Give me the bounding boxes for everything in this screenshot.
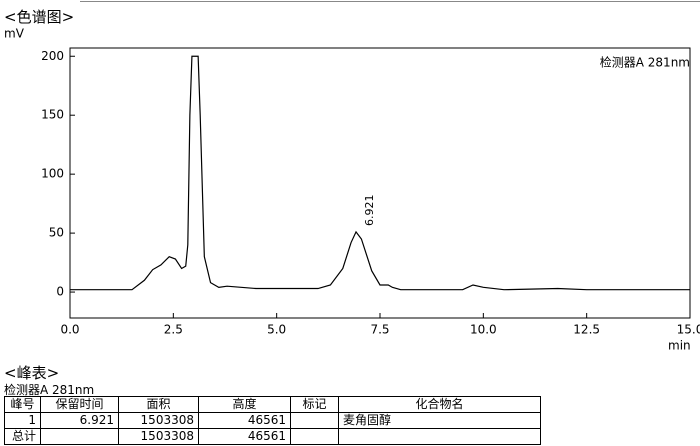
x-tick-label: 7.5 <box>370 323 389 337</box>
chart: mV min 检测器A 281nm 0 50 100 150 200 0.0 2.5 5.0 7… <box>4 1 700 353</box>
plot-frame <box>69 47 691 319</box>
x-tick-label: 15.0 <box>677 323 700 337</box>
header-cell: 峰号 <box>4 396 41 413</box>
y-axis-label: mV <box>4 27 25 41</box>
table-cell <box>338 428 541 445</box>
table-title: <峰表> <box>4 364 60 382</box>
table-cell: 1503308 <box>118 412 199 429</box>
table-cell <box>290 428 339 445</box>
table-cell: 1 <box>4 412 41 429</box>
table-cell <box>40 428 119 445</box>
header-cell: 标记 <box>290 396 339 413</box>
header-cell: 保留时间 <box>40 396 119 413</box>
y-tick-label: 150 <box>41 108 64 122</box>
table-subtitle: 检测器A 281nm <box>4 383 95 397</box>
header-cell: 化合物名 <box>338 396 541 413</box>
y-tick-label: 100 <box>41 167 64 181</box>
x-tick-label: 5.0 <box>267 323 286 337</box>
chart-heading: <色谱图> <box>4 8 75 26</box>
trace <box>70 55 690 291</box>
x-tick-label: 0.0 <box>60 323 79 337</box>
y-tick-label: 50 <box>49 226 64 240</box>
table-cell: 46561 <box>198 428 291 445</box>
peak-table: 峰号 保留时间 面积 高度 标记 化合物名 1 6.921 1503308 46561 麦角固醇 总计… <box>4 396 541 445</box>
table-row: 总计 1503308 46561 <box>4 428 541 445</box>
y-tick-label: 0 <box>56 285 64 299</box>
x-tick-label: 2.5 <box>164 323 183 337</box>
header-cell: 面积 <box>118 396 199 413</box>
header-cell: 高度 <box>198 396 291 413</box>
x-tick-label: 10.0 <box>470 323 497 337</box>
table-row: 1 6.921 1503308 46561 麦角固醇 <box>4 412 541 429</box>
table-cell: 6.921 <box>40 412 119 429</box>
table-cell: 麦角固醇 <box>338 412 541 429</box>
table-cell <box>290 412 339 429</box>
y-tick-label: 200 <box>41 49 64 63</box>
x-tick-label: 12.5 <box>573 323 600 337</box>
peak-label: 6.921 <box>363 195 376 227</box>
table-cell: 总计 <box>4 428 41 445</box>
table-cell: 46561 <box>198 412 291 429</box>
header-row: 峰号 保留时间 面积 高度 标记 化合物名 <box>4 396 541 413</box>
table-cell: 1503308 <box>118 428 199 445</box>
detector-label: 检测器A 281nm <box>600 55 690 70</box>
x-axis-label: min <box>668 339 691 353</box>
